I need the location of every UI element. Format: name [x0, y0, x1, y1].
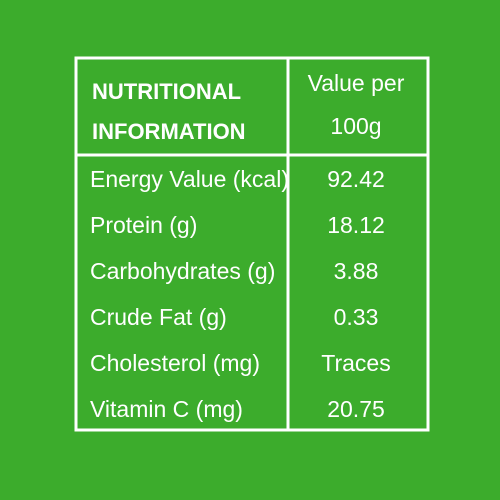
nutrient-value: 3.88: [334, 258, 379, 284]
header-cell: NUTRITIONAL: [92, 79, 241, 104]
header-cell: INFORMATION: [92, 119, 246, 144]
nutrient-name: Crude Fat (g): [90, 304, 227, 330]
nutrient-value: 18.12: [327, 212, 385, 238]
nutrient-value: 20.75: [327, 396, 385, 422]
header-cell: 100g: [330, 113, 381, 139]
nutrient-name: Carbohydrates (g): [90, 258, 275, 284]
nutrient-value: 92.42: [327, 166, 385, 192]
nutrient-name: Protein (g): [90, 212, 197, 238]
nutrient-value: 0.33: [334, 304, 379, 330]
nutrient-value: Traces: [321, 350, 390, 376]
nutrient-name: Vitamin C (mg): [90, 396, 243, 422]
table-border: [74, 56, 430, 432]
header-cell: Value per: [308, 70, 405, 96]
nutrient-name: Cholesterol (mg): [90, 350, 260, 376]
nutrient-name: Energy Value (kcal): [90, 166, 289, 192]
